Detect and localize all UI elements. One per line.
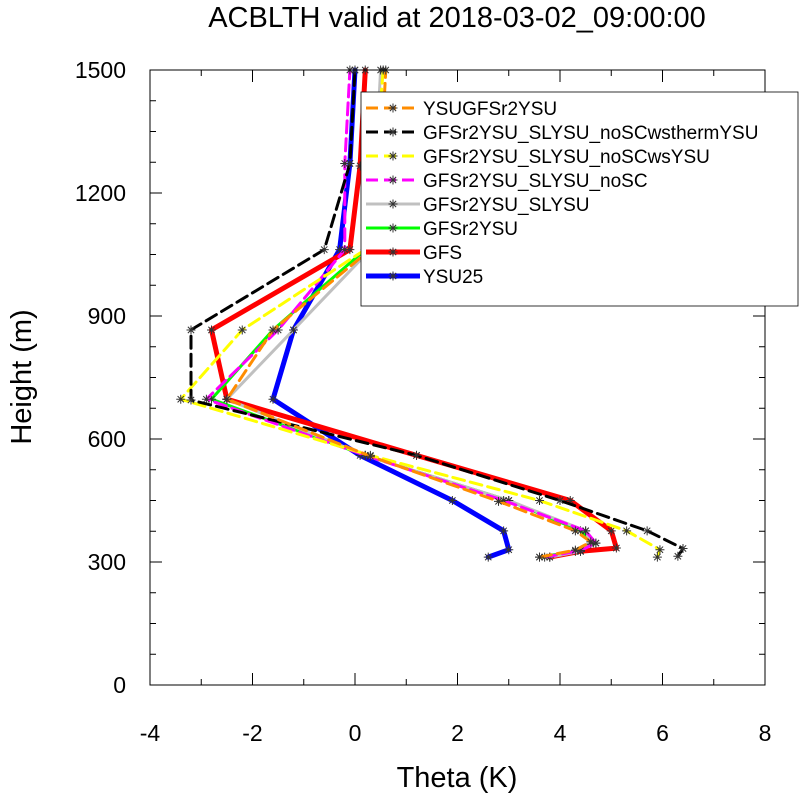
point-marker-gfs [345,245,355,255]
x-tick-label: 0 [349,720,362,746]
point-marker-gfs [355,161,365,171]
point-marker-ysugfsr2ysu [494,496,503,506]
point-marker-gfsr2ysu-slysu-noscwsthermysu [186,325,196,335]
legend-label-ysugfsr2ysu: YSUGFSr2YSU [423,99,557,120]
point-marker-gfsr2ysu [207,394,216,404]
point-marker-gfsr2ysu-slysu-nosc [201,394,211,404]
y-tick-label: 1500 [75,57,126,83]
point-marker-ysugfsr2ysu [365,451,375,461]
point-marker-ysugfsr2ysu [570,526,580,536]
legend-label-gfsr2ysu-slysu-nosc: GFSr2YSU_SLYSU_noSC [423,171,648,192]
point-marker-legend-ysugfsr2ysu [388,103,398,113]
point-marker-gfsr2ysu-slysu-noscwsysu [535,496,544,505]
point-marker-ysu25 [268,394,278,404]
legend-label-gfsr2ysu-slysu: GFSr2YSU_SLYSU [423,195,589,216]
point-marker-ysugfsr2ysu [535,552,544,562]
point-marker-ysugfsr2ysu [570,545,580,555]
point-marker-gfsr2ysu-slysu-noscwsthermysu [319,245,329,255]
x-tick-label: -2 [242,720,262,746]
legend: YSUGFSr2YSU GFSr2YSU_SLYSU_noSCwsthermYSU… [360,91,799,307]
legend-label-ysu25: YSU25 [423,267,483,288]
point-marker-legend-gfsr2ysu-slysu-nosc [388,175,398,185]
y-tick-label: 900 [88,303,126,329]
point-marker-gfsr2ysu-slysu-nosc [499,496,509,505]
point-marker-gfsr2ysu-slysu-noscwsthermysu [673,551,683,561]
legend-label-gfsr2ysu: GFSr2YSU [423,219,518,240]
point-marker-ysu25 [355,450,365,460]
y-tick-label: 1200 [75,180,126,206]
legend-label-gfsr2ysu-slysu-noscwsthermysu: GFSr2YSU_SLYSU_noSCwsthermYSU [423,123,758,144]
point-marker-legend-gfsr2ysu-slysu-noscwsysu [388,151,398,161]
legend-label-gfsr2ysu-slysu-noscwsysu: GFSr2YSU_SLYSU_noSCwsYSU [423,147,710,168]
y-axis-label: Height (m) [6,309,38,444]
point-marker-gfsr2ysu-slysu-noscwsthermysu [678,543,688,553]
y-tick-label: 300 [88,549,126,575]
point-marker-gfsr2ysu-slysu-noscwsthermysu [412,450,421,460]
point-marker-gfsr2ysu-slysu-noscwsysu [652,552,662,562]
point-marker-ysu25 [483,552,493,562]
legend-box [360,91,799,307]
point-marker-gfsr2ysu-slysu-noscwsysu [655,545,665,555]
point-marker-gfsr2ysu [576,526,585,536]
point-marker-ysu25 [335,245,345,255]
point-marker-gfsr2ysu-slysu [289,325,298,335]
point-marker-gfsr2ysu-slysu-nosc [340,245,350,255]
series-line-gfsr2ysu-slysu-noscwsthermysu [189,68,685,558]
point-marker-gfsr2ysu-slysu-nosc [591,538,601,548]
point-marker-gfsr2ysu-slysu-noscwsthermysu [555,496,565,505]
point-marker-legend-gfsr2ysu-slysu [388,199,398,209]
plot-frame [149,69,766,686]
point-marker-gfsr2ysu-slysu-noscwsthermysu [345,158,355,168]
point-marker-ysu25 [499,526,509,536]
point-marker-legend-gfsr2ysu-slysu-noscwsthermysu [388,127,398,137]
point-marker-gfsr2ysu-slysu-noscwsthermysu [186,395,196,405]
point-marker-gfsr2ysu-slysu-noscwsysu [237,325,247,335]
x-tick-label: 2 [451,720,464,746]
point-marker-ysu25 [504,545,514,555]
point-marker-gfsr2ysu-slysu-nosc [273,325,283,335]
point-marker-gfs [207,325,216,335]
x-tick-label: 4 [554,720,567,746]
point-marker-gfsr2ysu-slysu-noscwsysu [176,394,186,404]
x-tick-label: 6 [656,720,669,746]
point-marker-ysugfsr2ysu [268,325,278,335]
point-marker-legend-ysu25 [388,271,398,281]
point-marker-gfs [606,526,616,536]
chart-title: ACBLTH valid at 2018-03-02_09:00:00 [208,2,706,34]
point-marker-gfsr2ysu-slysu-noscwsthermysu [642,526,652,536]
point-marker-ysu25 [447,496,457,505]
point-marker-gfsr2ysu-slysu-nosc [581,526,591,536]
legend-label-gfs: GFS [423,243,462,264]
x-tick-label: -4 [140,720,161,746]
x-tick-label: 8 [759,720,772,746]
point-marker-ysugfsr2ysu [222,394,232,404]
x-axis-label: Theta (K) [397,762,518,794]
point-marker-gfsr2ysu-slysu-nosc [576,546,585,556]
point-marker-gfsr2ysu-slysu-noscwsysu [622,526,632,536]
y-tick-label: 0 [113,672,126,698]
point-marker-ysugfsr2ysu [586,537,596,547]
point-marker-gfs [611,543,621,553]
point-marker-gfsr2ysu-slysu [504,496,514,505]
point-marker-gfs [565,496,575,505]
point-marker-legend-gfs [388,247,398,257]
point-marker-legend-gfsr2ysu [388,223,398,233]
y-tick-label: 600 [88,426,126,452]
point-marker-gfsr2ysu-slysu-nosc [340,158,350,168]
